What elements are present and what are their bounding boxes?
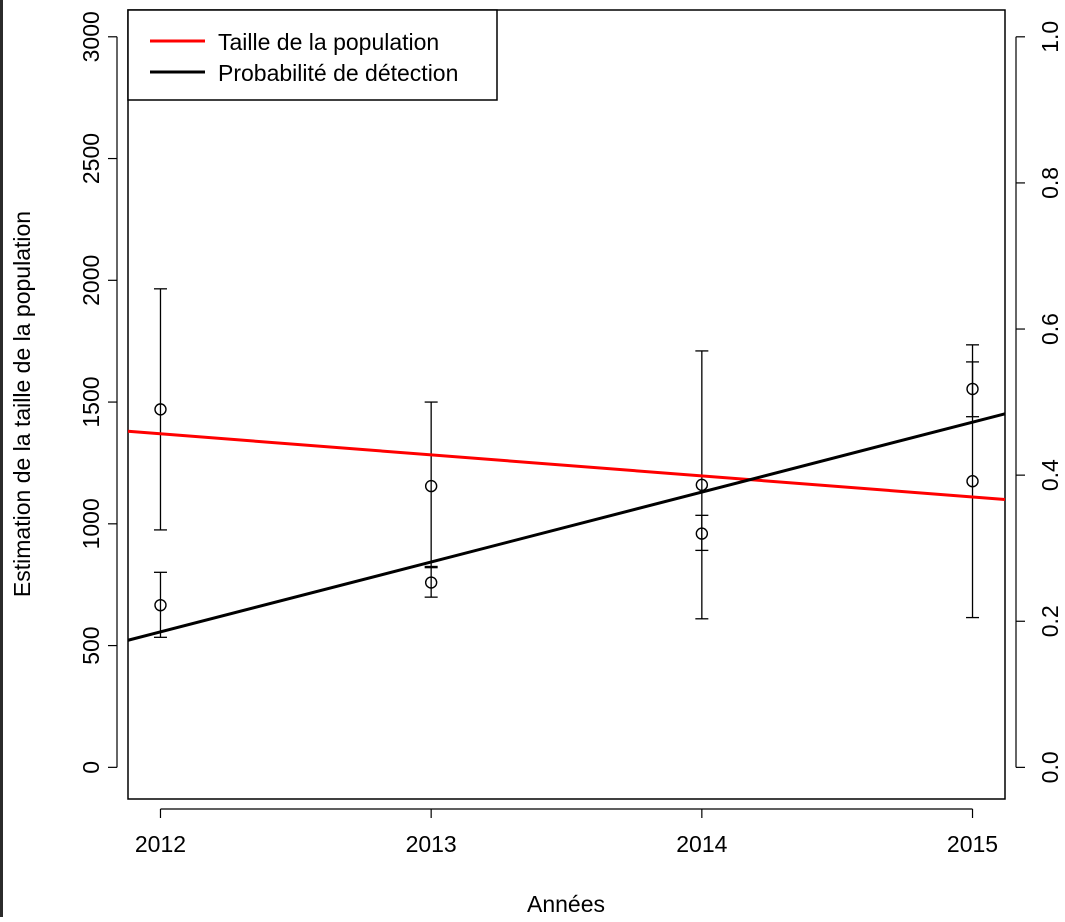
x-tick-label-2014: 2014 xyxy=(676,831,727,857)
axis-right: 0.0 0.2 0.4 0.6 0.8 1.0 xyxy=(1015,21,1063,783)
point-s1-2012 xyxy=(154,598,167,612)
y-axis-label-left: Estimation de la taille de la population xyxy=(9,211,35,597)
point-s0-2012 xyxy=(154,403,167,416)
trend-line-probabilite-detection xyxy=(127,412,1006,642)
legend-box xyxy=(127,9,498,101)
right-tick-label-0.2: 0.2 xyxy=(1037,605,1063,637)
right-tick-label-1.0: 1.0 xyxy=(1037,21,1063,53)
left-tick-label-500: 500 xyxy=(78,626,104,664)
point-s0-2014 xyxy=(695,478,709,492)
x-tick-label-2015: 2015 xyxy=(947,831,998,857)
legend-label-taille: Taille de la population xyxy=(218,29,439,55)
right-tick-label-0.6: 0.6 xyxy=(1037,313,1063,345)
point-s1-2014 xyxy=(695,527,709,540)
axis-left: 0 500 1000 1500 2000 2500 3000 xyxy=(78,11,118,774)
left-tick-label-1500: 1500 xyxy=(78,376,104,427)
plot-frame xyxy=(127,9,1006,800)
x-tick-label-2012: 2012 xyxy=(135,831,186,857)
trend-line-taille-population xyxy=(127,429,1006,501)
right-tick-label-0.0: 0.0 xyxy=(1037,751,1063,783)
left-tick-label-2000: 2000 xyxy=(78,255,104,306)
point-s1-2015 xyxy=(966,382,979,396)
x-tick-label-2013: 2013 xyxy=(406,831,457,857)
left-tick-label-2500: 2500 xyxy=(78,133,104,184)
right-tick-label-0.4: 0.4 xyxy=(1037,459,1063,491)
point-s0-2013 xyxy=(424,479,438,493)
point-s1-2013 xyxy=(424,576,438,589)
point-s0-2015 xyxy=(966,475,979,488)
right-tick-label-0.8: 0.8 xyxy=(1037,167,1063,199)
axis-bottom: 2012 2013 2014 2015 xyxy=(135,808,998,857)
x-axis-label: Années xyxy=(527,891,605,917)
left-tick-label-1000: 1000 xyxy=(78,498,104,549)
legend: Taille de la population Probabilité de d… xyxy=(127,9,498,101)
window-left-edge xyxy=(0,0,3,917)
series-layer xyxy=(127,288,1006,642)
left-tick-label-3000: 3000 xyxy=(78,11,104,62)
legend-label-probabilite: Probabilité de détection xyxy=(218,60,458,86)
left-tick-label-0: 0 xyxy=(78,761,104,774)
